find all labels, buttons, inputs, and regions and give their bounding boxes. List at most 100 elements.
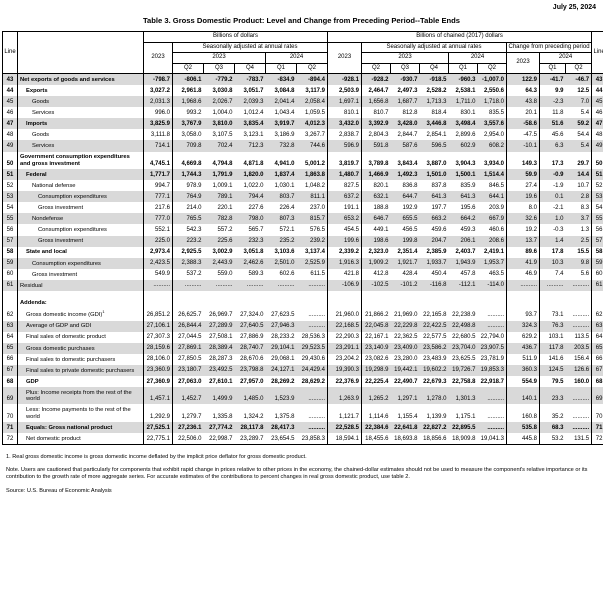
billions-year-2023-header: 2023 [172, 52, 266, 64]
value-cell: 117.8 [548, 345, 564, 352]
chained-q1-2024-header: Q1 [448, 62, 478, 74]
value-cell: 2,538.1 [455, 87, 476, 94]
billions-q2-2024-header: Q2 [296, 62, 328, 74]
value-cell: 29.7 [565, 151, 593, 170]
value-cell: 28,106.0 [143, 353, 173, 365]
chained-q2-2024-header: Q2 [477, 62, 507, 74]
value-cell: 611.5 [296, 268, 328, 280]
value-cell: 3,919.7 [274, 120, 295, 127]
value-cell: 1,030.1 [274, 182, 295, 189]
value-cell: 812.8 [402, 109, 418, 116]
line-number-right: 60 [595, 271, 603, 278]
value-cell: 64.3 [506, 85, 540, 97]
value-cell: 14.4 [565, 169, 593, 181]
value-cell: 1,697.1 [327, 96, 362, 108]
line-number-right: 44 [595, 87, 603, 94]
value-cell: .......... [546, 282, 564, 289]
value-cell: 160.8 [506, 404, 540, 422]
line-number-left: 71 [2, 421, 18, 434]
change-group-header: Change from preceding period [505, 41, 593, 53]
value-cell: -806.1 [172, 73, 204, 86]
value-cell: -783.7 [234, 73, 266, 86]
value-cell: 4,941.0 [274, 160, 295, 167]
value-cell: 4,794.8 [212, 160, 233, 167]
value-cell: 149.3 [506, 151, 540, 170]
line-number-right: 66 [595, 356, 603, 363]
value-cell: -47.5 [506, 129, 540, 141]
line-number-left: 58 [2, 246, 18, 258]
value-cell: 225.6 [217, 238, 233, 245]
value-cell: 27,946.3 [271, 323, 295, 330]
row-label: Nondefense [17, 213, 144, 225]
value-cell: 5,001.2 [296, 151, 328, 170]
value-cell [506, 290, 540, 297]
chained-year-2024-header: 2024 [448, 52, 507, 64]
row-label: Final sales of domestic product [17, 331, 144, 343]
value-cell: 27,307.3 [143, 331, 173, 343]
value-cell: 1,301.3 [455, 396, 476, 402]
value-cell: 1,718.0 [477, 96, 507, 108]
value-cell: -798.7 [143, 73, 173, 86]
value-cell: 3,835.4 [243, 120, 264, 127]
line-number-right [592, 297, 603, 308]
value-cell [327, 290, 362, 297]
value-cell: 646.7 [373, 215, 389, 222]
value-cell: 192.9 [402, 204, 418, 211]
value-cell: 798.0 [248, 215, 264, 222]
value-cell: -114.0 [477, 279, 507, 291]
value-cell: 23,180.7 [178, 367, 202, 374]
value-cell: 7.0 [565, 96, 593, 108]
value-cell: 22,376.9 [327, 375, 362, 387]
value-cell: 26,969.7 [209, 312, 233, 319]
value-cell: 1,499.9 [212, 396, 233, 402]
row-label: Services [17, 107, 144, 119]
value-cell: 542.3 [186, 227, 202, 234]
value-cell [506, 296, 540, 308]
value-cell: 191.1 [327, 202, 362, 214]
value-cell: 156.4 [565, 353, 593, 365]
value-cell: 2,443.9 [212, 260, 233, 267]
value-cell: 549.9 [143, 268, 173, 280]
table-row: 69 Plus: Income receipts from the rest of… [2, 386, 603, 405]
value-cell [327, 296, 362, 308]
value-cell: 1,500.1 [455, 171, 476, 178]
line-number-left: 49 [2, 140, 18, 152]
value-cell: 59.2 [565, 118, 593, 130]
value-cell: -1.9 [553, 182, 564, 189]
billions-q3-2023-header: Q3 [203, 62, 235, 74]
value-cell: -41.7 [539, 73, 566, 86]
line-number-left: 62 [2, 307, 18, 321]
value-cell: 28,117.8 [240, 424, 264, 431]
line-number-left: 46 [2, 107, 18, 119]
value-cell: 2,388.3 [181, 260, 202, 267]
value-cell: 2,961.8 [181, 87, 202, 94]
value-cell: 2,026.7 [212, 98, 233, 105]
value-cell: 223.2 [186, 238, 202, 245]
value-cell: 27,774.2 [209, 424, 233, 431]
value-cell: 24,127.1 [271, 367, 295, 374]
value-cell: 28,417.3 [271, 424, 295, 431]
value-cell: .......... [277, 282, 295, 289]
value-cell: 22,498.8 [452, 323, 476, 330]
value-cell: -834.9 [265, 73, 297, 86]
value-cell: 46.9 [506, 268, 540, 280]
line-number-left: 70 [2, 404, 18, 422]
addenda-header-row: Addenda: [2, 296, 603, 308]
value-cell: 23,704.0 [452, 345, 476, 352]
value-cell: 1.0 [555, 215, 564, 222]
value-cell: 22,229.8 [394, 323, 418, 330]
value-cell: 702.4 [217, 143, 233, 150]
value-cell: 463.5 [477, 268, 507, 280]
value-cell: 602.9 [460, 143, 476, 150]
value-cell: 1,744.3 [181, 171, 202, 178]
value-cell: 22,758.8 [452, 378, 476, 385]
table-row: 70 Less: Income payments to the rest of t… [2, 404, 603, 422]
line-number-left [2, 290, 18, 297]
value-cell: 188.8 [373, 204, 389, 211]
value-cell: 27,044.5 [178, 334, 202, 341]
value-cell: 1,791.9 [212, 171, 233, 178]
table-row: 47 Imports 3,825.9 3,767.9 3,810.0 3,835.4 3,9… [2, 118, 603, 130]
table-row: 60 Gross investment 549.9 537.2 559.0 589.3 60… [2, 268, 603, 280]
value-cell: 22,290.3 [327, 331, 362, 343]
value-cell: 3,058.0 [181, 131, 202, 138]
